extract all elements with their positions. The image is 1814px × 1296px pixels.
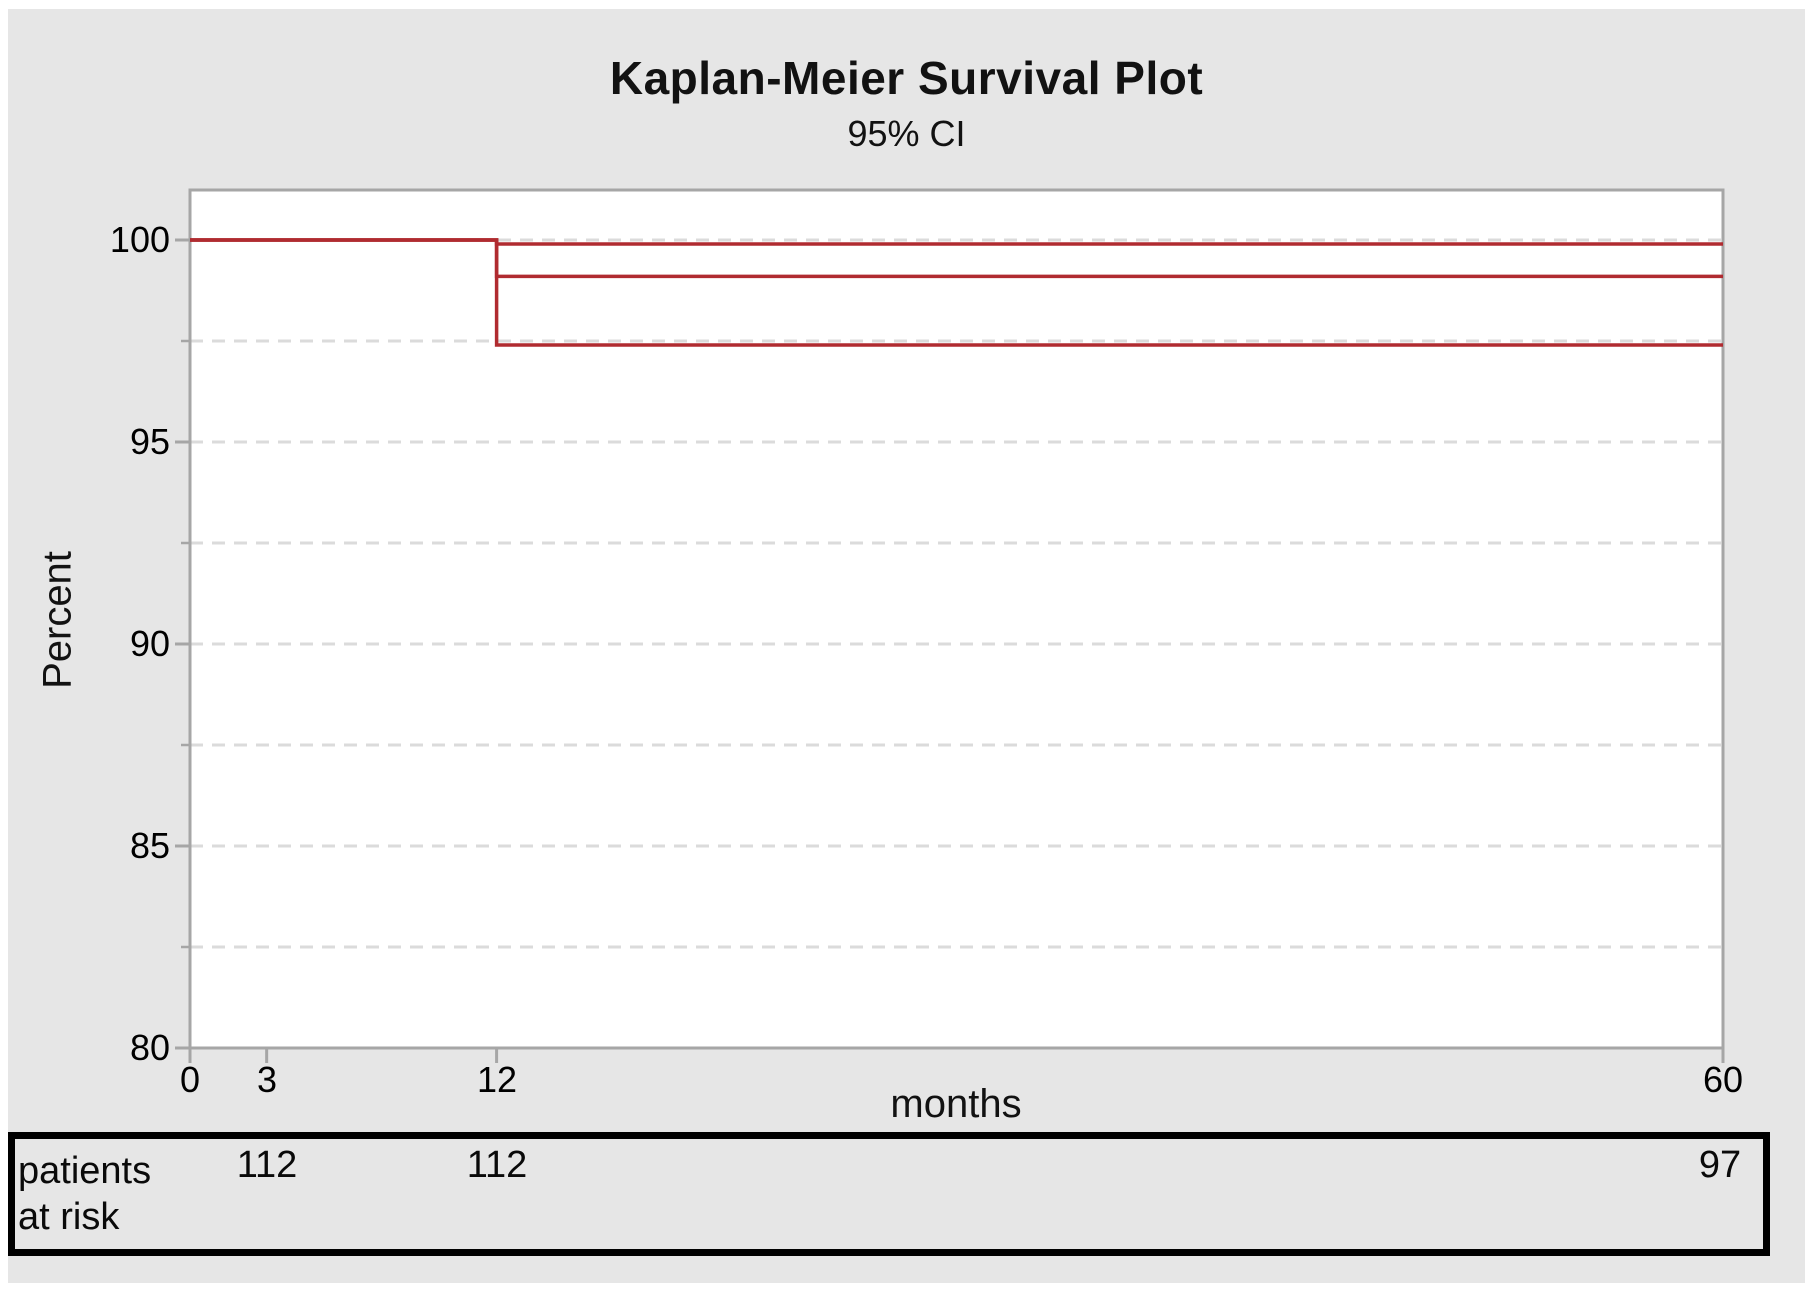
chart-title: Kaplan-Meier Survival Plot bbox=[609, 52, 1204, 104]
chart-subtitle: 95% CI bbox=[847, 113, 966, 154]
x-tick-label-0: 0 bbox=[179, 1059, 201, 1100]
y-tick-label-95: 95 bbox=[129, 421, 170, 462]
at-risk-count-month-60: 97 bbox=[1698, 1144, 1742, 1186]
x-tick-label-60: 60 bbox=[1702, 1059, 1744, 1100]
x-axis-title: months bbox=[890, 1082, 1022, 1126]
y-axis-title: Percent bbox=[35, 551, 80, 689]
x-tick-label-3: 3 bbox=[256, 1059, 278, 1100]
patients-at-risk-table bbox=[8, 1132, 1770, 1256]
y-tick-label-90: 90 bbox=[129, 623, 170, 664]
at-risk-count-month-3: 112 bbox=[236, 1144, 298, 1186]
patients-at-risk-label: patients at risk bbox=[18, 1150, 152, 1238]
at-risk-count-month-12: 112 bbox=[466, 1144, 528, 1186]
y-tick-label-85: 85 bbox=[129, 825, 170, 866]
y-tick-label-100: 100 bbox=[109, 219, 170, 260]
series-lower_95_ci bbox=[190, 238, 1723, 347]
x-tick-label-12: 12 bbox=[476, 1059, 518, 1100]
y-tick-label-80: 80 bbox=[129, 1027, 170, 1068]
